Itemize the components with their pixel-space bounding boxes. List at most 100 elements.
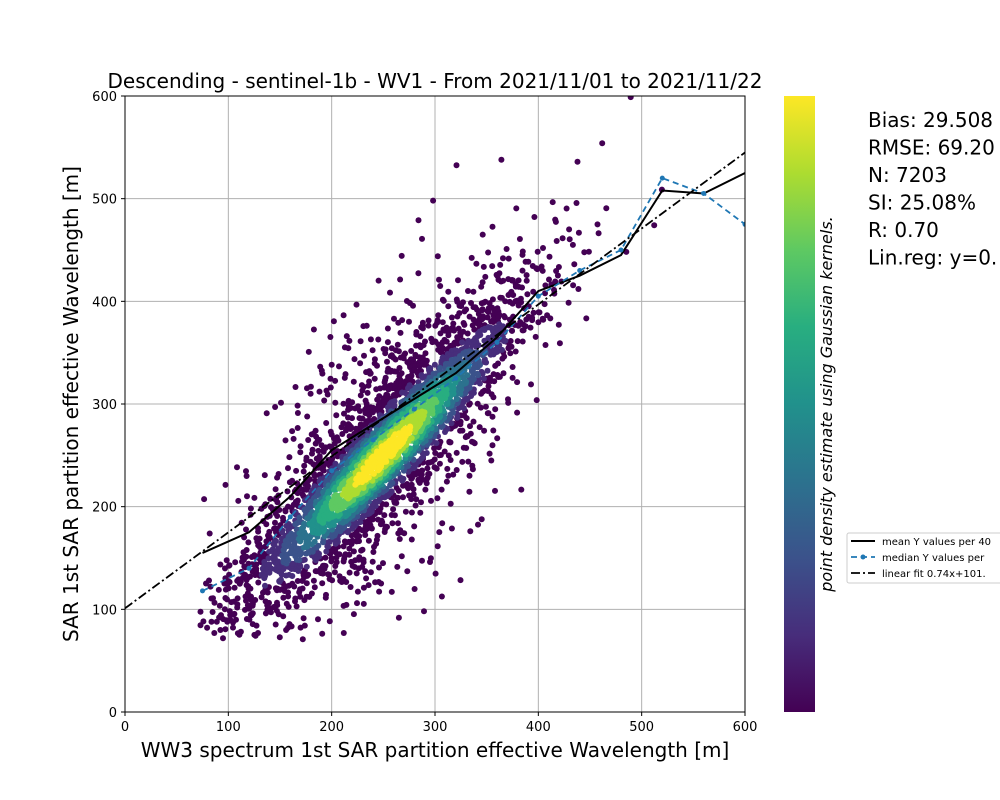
scatter-point [376,588,383,595]
scatter-point [285,540,292,547]
scatter-point [485,249,492,256]
scatter-point [303,486,310,493]
scatter-point [509,327,515,334]
scatter-point [455,405,462,412]
median-marker [535,293,541,299]
scatter-point [299,636,306,643]
scatter-point [440,297,447,304]
scatter-point [376,564,382,571]
x-tick-label: 200 [319,720,344,735]
scatter-point [397,527,404,534]
scatter-point [257,544,263,551]
scatter-point [282,508,289,515]
scatter-point [327,384,334,391]
scatter-point [490,371,497,378]
scatter-point [515,302,522,309]
scatter-point [280,594,287,601]
scatter-point [363,322,370,329]
scatter-point [532,333,539,340]
scatter-point [355,403,362,410]
scatter-point [510,292,517,298]
scatter-point [341,510,348,516]
scatter-point [534,266,541,273]
scatter-point [393,368,400,375]
scatter-point [243,468,249,475]
scatter-point [340,400,347,407]
scatter-point [525,258,532,265]
scatter-point [432,570,439,577]
scatter-point [337,577,344,584]
scatter-point [340,602,347,609]
scatter-point [297,449,304,456]
scatter-point [444,465,451,472]
scatter-point [398,252,405,259]
scatter-point [417,333,424,340]
scatter-point [286,621,293,628]
scatter-point [406,318,412,325]
scatter-point [252,597,259,603]
scatter-point [478,283,485,290]
scatter-point [255,579,262,586]
legend-label-1: median Y values per [882,553,985,564]
scatter-point [384,339,391,346]
x-tick-label: 400 [526,720,551,735]
median-marker [577,268,583,273]
scatter-point [476,380,483,387]
scatter-point [303,563,310,570]
scatter-point [300,615,307,622]
stats-line: N: 7203 [868,163,947,187]
scatter-point [402,508,409,515]
scatter-point [432,322,439,329]
scatter-point [411,523,418,530]
scatter-point [503,246,510,252]
scatter-point [566,236,573,243]
scatter-point [289,560,296,567]
scatter-point [418,499,424,506]
scatter-point [492,406,499,413]
legend-frame [846,532,1000,584]
scatter-point [243,553,250,560]
stats-line: SI: 25.08% [868,191,976,215]
scatter-point [372,579,379,586]
scatter-point [312,440,319,447]
scatter-point [305,348,312,355]
scatter-point [485,383,492,390]
scatter-point [249,621,256,628]
x-tick-label: 100 [216,720,241,735]
scatter-point [533,397,540,404]
scatter-point [294,410,301,416]
scatter-point [341,374,348,381]
scatter-point [225,585,232,592]
scatter-point [297,593,304,600]
median-marker [659,175,665,181]
scatter-point [470,288,477,295]
scatter-point [235,497,242,504]
scatter-point [434,253,441,260]
scatter-point [574,158,581,165]
scatter-point [505,396,511,403]
scatter-point [296,514,303,521]
scatter-point [490,319,497,325]
scatter-point [243,616,250,622]
x-tick-label: 300 [423,720,448,735]
scatter-point [489,413,496,420]
median-marker [494,339,500,345]
scatter-point [319,630,326,637]
scatter-point [415,270,422,277]
scatter-point [455,277,461,284]
scatter-point [388,588,395,595]
scatter-point [468,254,475,261]
scatter-point [488,457,495,464]
scatter-point [478,390,485,397]
scatter-point [411,586,418,592]
scatter-point [571,261,578,268]
scatter-point [421,608,427,615]
scatter-point [563,205,570,212]
scatter-point [419,557,425,564]
scatter-point [347,584,354,590]
scatter-point [553,238,560,244]
scatter-point [427,555,434,562]
scatter-point [395,520,401,527]
scatter-point [390,506,397,513]
scatter-point [243,547,250,553]
